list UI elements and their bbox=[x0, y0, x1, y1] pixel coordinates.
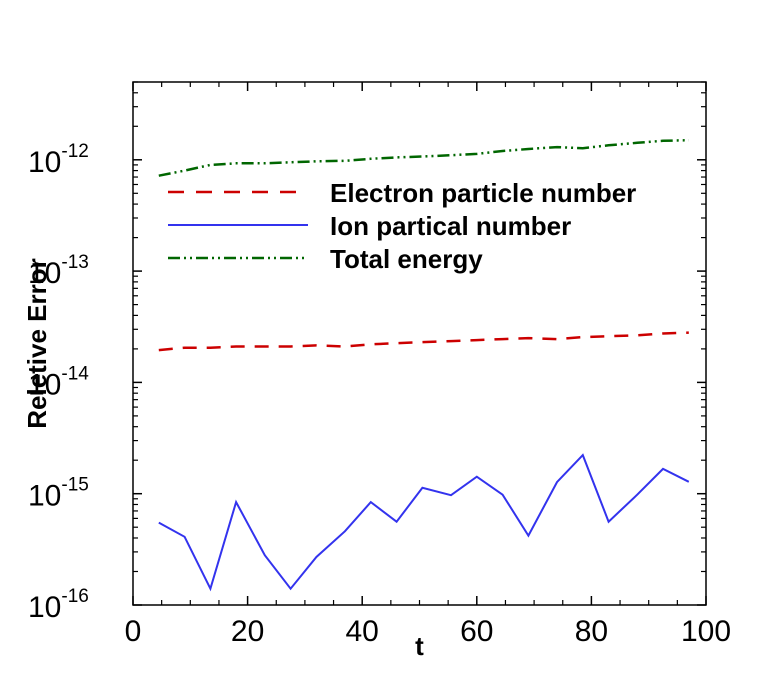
series-line-3 bbox=[158, 138, 689, 177]
series-layer bbox=[158, 138, 690, 592]
series-line-2 bbox=[158, 453, 690, 592]
series-line-1 bbox=[158, 331, 689, 352]
x-tick-label: 0 bbox=[125, 615, 142, 648]
x-tick-label: 40 bbox=[346, 615, 379, 648]
y-tick-label: 10-13 bbox=[28, 252, 89, 290]
x-tick-label: 80 bbox=[575, 615, 608, 648]
plot-frame bbox=[132, 81, 707, 606]
plot-area bbox=[132, 81, 707, 606]
y-tick-label: 10-14 bbox=[28, 363, 89, 401]
y-tick-label: 10-15 bbox=[28, 475, 89, 513]
legend-label: Ion partical number bbox=[330, 211, 571, 241]
x-tick-label: 20 bbox=[231, 615, 264, 648]
y-axis-label: Reletive Error bbox=[22, 258, 52, 429]
y-axis: 10-16 10-15 10-14 10-13 10-12 bbox=[28, 81, 706, 624]
y-tick-label: 10-16 bbox=[28, 586, 89, 624]
legend-label: Electron particle number bbox=[330, 178, 636, 208]
x-axis-label: t bbox=[415, 631, 424, 661]
x-axis: 0 20 40 60 80 100 bbox=[125, 82, 731, 648]
x-tick-label: 60 bbox=[460, 615, 493, 648]
legend-label: Total energy bbox=[330, 244, 483, 274]
y-tick-label: 10-12 bbox=[28, 141, 89, 179]
x-tick-label: 100 bbox=[681, 615, 731, 648]
